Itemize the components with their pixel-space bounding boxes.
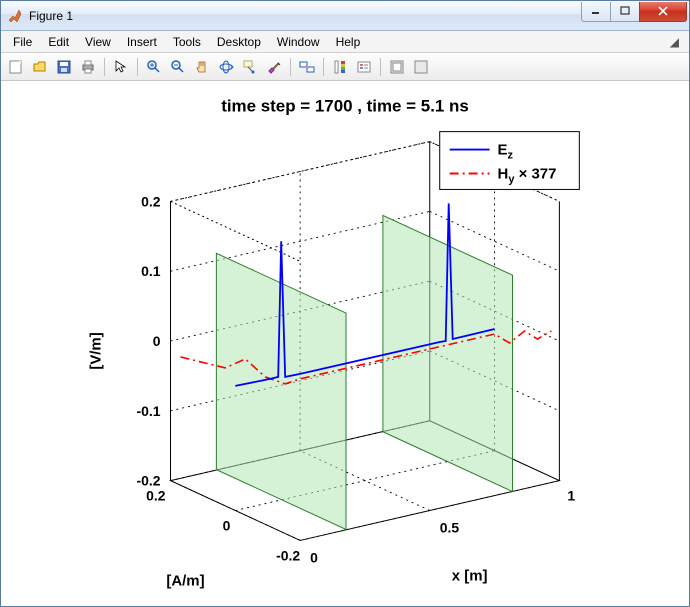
z-tick-2: 0 (153, 333, 161, 349)
z-tick-0: -0.2 (137, 473, 161, 489)
menu-insert[interactable]: Insert (119, 33, 165, 51)
legend[interactable]: Ez Hy × 377 (440, 132, 580, 190)
menu-file[interactable]: File (5, 33, 40, 51)
z-tick-1: -0.1 (137, 403, 161, 419)
y-tick-1: 0 (223, 517, 231, 533)
close-button[interactable] (639, 2, 687, 22)
zoom-out-icon[interactable] (167, 56, 189, 78)
y-axis-label: [A/m] (166, 572, 204, 589)
rotate3d-icon[interactable] (215, 56, 237, 78)
hide-tools-icon[interactable] (386, 56, 408, 78)
z-axis-label: [V/m] (88, 332, 105, 369)
minimize-button[interactable] (581, 2, 611, 22)
window-buttons (582, 2, 687, 22)
menu-tools[interactable]: Tools (165, 33, 209, 51)
titlebar: Figure 1 (1, 1, 689, 31)
matlab-icon (7, 8, 23, 24)
x-tick-1: 0.5 (440, 519, 460, 535)
colorbar-icon[interactable] (329, 56, 351, 78)
plane-1 (216, 253, 346, 529)
brush-icon[interactable] (263, 56, 285, 78)
menu-window[interactable]: Window (269, 33, 328, 51)
link-icon[interactable] (296, 56, 318, 78)
maximize-button[interactable] (610, 2, 640, 22)
z-tick-4: 0.2 (141, 193, 161, 209)
menubar: File Edit View Insert Tools Desktop Wind… (1, 31, 689, 53)
show-tools-icon[interactable] (410, 56, 432, 78)
plot-svg: -0.2 -0.1 0 0.1 0.2 0.2 0 -0.2 0 0.5 1 (1, 81, 689, 606)
legend-icon[interactable] (353, 56, 375, 78)
z-tick-3: 0.1 (141, 263, 161, 279)
open-icon[interactable] (29, 56, 51, 78)
x-axis-label: x [m] (452, 567, 488, 584)
menu-desktop[interactable]: Desktop (209, 33, 269, 51)
zoom-in-icon[interactable] (143, 56, 165, 78)
pointer-icon[interactable] (110, 56, 132, 78)
print-icon[interactable] (77, 56, 99, 78)
menu-edit[interactable]: Edit (40, 33, 77, 51)
plot-title: time step = 1700 , time = 5.1 ns (221, 97, 469, 116)
figure-window: Figure 1 File Edit View Insert Tools Des… (0, 0, 690, 607)
pan-icon[interactable] (191, 56, 213, 78)
x-tick-0: 0 (310, 549, 318, 565)
x-tick-2: 1 (567, 488, 575, 504)
toolbar (1, 53, 689, 81)
datatip-icon[interactable] (239, 56, 261, 78)
window-title: Figure 1 (29, 9, 582, 23)
save-icon[interactable] (53, 56, 75, 78)
menu-view[interactable]: View (77, 33, 119, 51)
new-figure-icon[interactable] (5, 56, 27, 78)
menu-help[interactable]: Help (328, 33, 369, 51)
y-tick-2: -0.2 (276, 547, 300, 563)
y-tick-0: 0.2 (146, 488, 166, 504)
menu-overflow-icon[interactable]: ◢ (664, 35, 685, 49)
legend-item-1: Hy × 377 (498, 165, 557, 185)
plot-canvas[interactable]: -0.2 -0.1 0 0.1 0.2 0.2 0 -0.2 0 0.5 1 (1, 81, 689, 606)
